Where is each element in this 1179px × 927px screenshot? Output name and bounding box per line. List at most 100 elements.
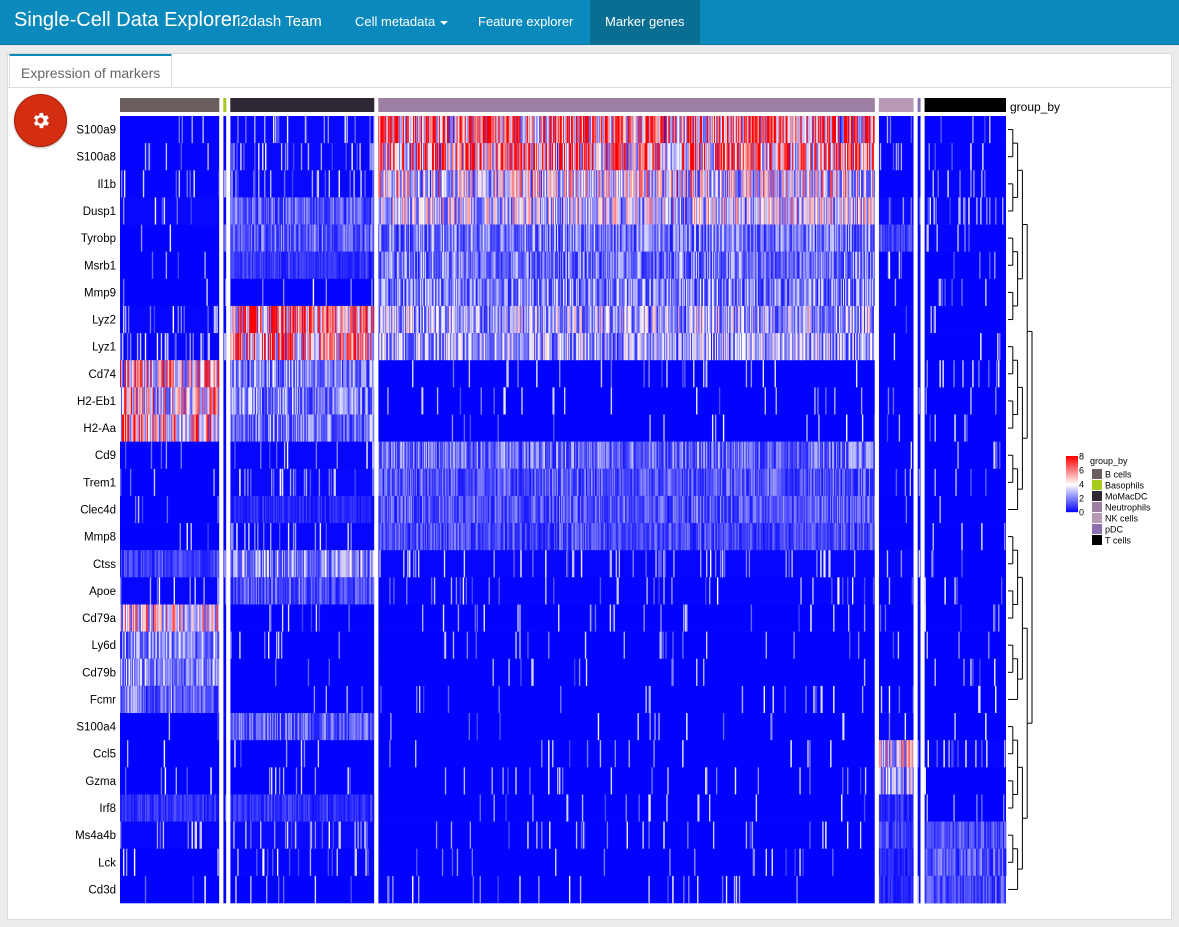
heatmap-cell	[745, 143, 748, 171]
heatmap-cell	[894, 278, 897, 307]
heatmap-cell	[656, 143, 658, 171]
heatmap-cell	[546, 224, 548, 252]
heatmap-cell	[797, 224, 799, 252]
heatmap-block	[878, 305, 914, 334]
heatmap-cell	[563, 170, 566, 198]
heatmap-cell	[802, 224, 804, 252]
heatmap-cell	[465, 278, 468, 307]
heatmap-cell	[777, 278, 779, 307]
heatmap-cell	[620, 278, 622, 307]
heatmap-cell	[773, 305, 775, 334]
heatmap-cell	[745, 116, 748, 144]
heatmap-cell	[522, 116, 524, 144]
heatmap-cell	[662, 224, 664, 252]
heatmap-cell	[654, 305, 656, 334]
heatmap-cell	[665, 170, 667, 198]
heatmap-cell	[291, 251, 294, 280]
heatmap-cell	[511, 305, 513, 334]
heatmap-cell	[476, 143, 478, 171]
heatmap-cell	[726, 278, 729, 307]
heatmap-cell	[413, 278, 415, 307]
heatmap-cell	[846, 197, 848, 225]
heatmap-cell	[750, 278, 753, 307]
heatmap-cell	[610, 251, 613, 280]
heatmap-cell	[569, 251, 572, 280]
heatmap-cell	[687, 170, 689, 198]
heatmap-cell	[832, 305, 834, 334]
heatmap-cell	[613, 251, 616, 280]
heatmap-cell	[477, 116, 479, 144]
heatmap-cell	[659, 197, 661, 225]
heatmap-cell	[767, 197, 769, 225]
heatmap-cell	[256, 305, 258, 334]
heatmap-cell	[575, 305, 578, 334]
heatmap-cell	[618, 333, 621, 361]
heatmap-cell	[416, 197, 418, 225]
heatmap-cell	[879, 143, 882, 171]
heatmap-cell	[515, 224, 517, 252]
heatmap-cell	[746, 333, 749, 361]
heatmap-cell	[852, 116, 855, 144]
heatmap-cell	[751, 278, 754, 307]
heatmap-cell	[654, 170, 656, 198]
heatmap-cell	[503, 278, 505, 307]
heatmap-cell	[347, 197, 349, 225]
heatmap-cell	[848, 278, 850, 307]
heatmap-cell	[682, 305, 684, 334]
settings-button[interactable]	[14, 94, 67, 147]
heatmap-cell	[789, 170, 791, 198]
heatmap-cell	[694, 170, 696, 198]
nav-marker-genes[interactable]: Marker genes	[590, 0, 700, 44]
heatmap-cell	[722, 333, 725, 361]
heatmap-cell	[383, 333, 385, 361]
heatmap-cell	[291, 197, 294, 225]
heatmap-cell	[563, 116, 566, 144]
heatmap-cell	[429, 116, 432, 144]
heatmap-cell	[330, 333, 332, 361]
heatmap-cell	[809, 224, 811, 252]
heatmap-cell	[812, 305, 814, 334]
nav-feature-explorer[interactable]: Feature explorer	[463, 0, 588, 44]
heatmap-cell	[705, 305, 707, 334]
heatmap-cell	[320, 305, 323, 334]
heatmap-cell	[501, 143, 503, 171]
heatmap-cell	[574, 116, 577, 144]
heatmap-row-Tyrobp	[120, 224, 1006, 252]
heatmap-cell	[504, 224, 506, 252]
heatmap-cell	[454, 116, 457, 144]
heatmap-cell	[725, 278, 728, 307]
heatmap-cell	[590, 278, 593, 307]
heatmap-cell	[800, 305, 802, 334]
heatmap-cell	[351, 197, 353, 225]
heatmap-cell	[633, 116, 635, 144]
heatmap-cell	[777, 143, 779, 171]
heatmap-cell	[574, 143, 577, 171]
heatmap-cell	[379, 251, 381, 280]
heatmap-cell	[857, 197, 860, 225]
heatmap-cell	[568, 143, 571, 171]
heatmap-cell	[771, 333, 773, 361]
heatmap-cell	[400, 278, 402, 307]
heatmap-cell	[514, 170, 516, 198]
heatmap-cell	[612, 251, 615, 280]
heatmap-cell	[482, 197, 484, 225]
heatmap-cell	[486, 224, 488, 252]
heatmap-cell	[231, 251, 233, 280]
heatmap-cell	[284, 224, 287, 252]
nav-cell-metadata[interactable]: Cell metadata	[340, 0, 463, 44]
heatmap-cell	[711, 116, 714, 144]
heatmap-cell	[809, 278, 811, 307]
heatmap-cell	[388, 197, 390, 225]
heatmap-cell	[435, 197, 438, 225]
heatmap-cell	[599, 305, 602, 334]
heatmap-cell	[645, 170, 647, 198]
heatmap-cell	[421, 143, 424, 171]
heatmap-cell	[862, 197, 865, 225]
app-title[interactable]: Single-Cell Data Explorer	[14, 9, 239, 31]
heatmap-cell	[492, 197, 494, 225]
heatmap-cell	[723, 278, 726, 307]
heatmap-cell	[787, 116, 789, 144]
heatmap-cell	[385, 170, 387, 198]
heatmap-cell	[826, 333, 828, 361]
tab-expression-of-markers[interactable]: Expression of markers	[9, 54, 173, 87]
